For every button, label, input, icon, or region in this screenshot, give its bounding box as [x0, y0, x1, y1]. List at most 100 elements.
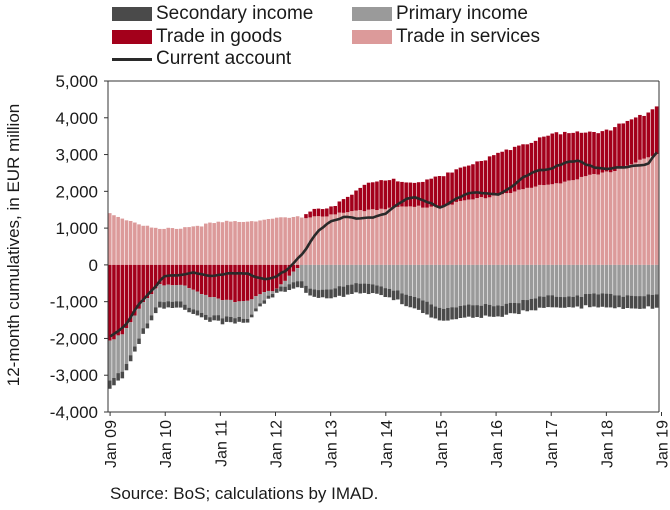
bar-secondary — [429, 304, 433, 318]
bar-secondary — [262, 300, 267, 304]
bar-primary — [425, 264, 429, 302]
bar-services — [166, 227, 171, 265]
bar-secondary — [279, 286, 283, 292]
bar-services — [421, 207, 425, 265]
bar-goods — [391, 178, 396, 207]
bar-services — [542, 185, 546, 265]
bar-goods — [416, 182, 421, 206]
x-tick-label: Jan 14 — [379, 420, 396, 468]
x-tick-label: Jan 11 — [213, 420, 230, 467]
bar-primary — [124, 328, 129, 364]
bar-secondary — [475, 305, 479, 318]
legend-item-current-account: Current account — [112, 48, 291, 70]
bar-services — [592, 174, 596, 265]
bar-goods — [496, 152, 500, 196]
bar-secondary — [633, 296, 638, 309]
bar-secondary — [254, 308, 258, 312]
bar-goods — [650, 109, 655, 156]
bar-secondary — [421, 300, 425, 314]
bar-primary — [204, 294, 208, 315]
bar-primary — [529, 264, 534, 299]
bar-secondary — [120, 371, 125, 379]
bar-goods — [504, 149, 509, 194]
bar-services — [617, 168, 621, 265]
bar-primary — [471, 264, 475, 306]
bar-goods — [124, 264, 129, 329]
bar-secondary — [283, 286, 287, 292]
bar-primary — [312, 264, 317, 290]
bar-primary — [304, 264, 308, 286]
bar-secondary — [512, 302, 517, 314]
bar-goods — [575, 131, 580, 180]
bar-primary — [208, 297, 212, 318]
bar-primary — [533, 264, 538, 299]
bar-secondary — [508, 302, 513, 314]
bar-goods — [375, 181, 379, 211]
bar-services — [437, 207, 442, 265]
bar-primary — [396, 264, 400, 291]
bar-services — [600, 172, 605, 265]
bar-primary — [149, 294, 154, 316]
y-tick-label: -2,000 — [50, 329, 98, 348]
bar-goods — [345, 196, 350, 213]
bar-services — [149, 227, 154, 265]
bar-goods — [583, 132, 588, 177]
bar-secondary — [496, 305, 500, 317]
bar-primary — [642, 264, 646, 297]
bar-services — [650, 155, 655, 265]
bar-secondary — [170, 301, 175, 308]
bar-primary — [416, 264, 421, 299]
bar-primary — [279, 284, 283, 287]
bar-primary — [108, 340, 112, 381]
bar-services — [158, 228, 162, 265]
bar-primary — [512, 264, 517, 303]
bar-services — [642, 158, 646, 265]
bar-services — [304, 218, 308, 265]
bar-goods — [475, 161, 479, 199]
bar-services — [362, 211, 367, 265]
bar-services — [550, 184, 555, 265]
bar-secondary — [604, 293, 609, 308]
bar-primary — [588, 264, 592, 294]
bar-primary — [116, 335, 120, 374]
bar-secondary — [492, 306, 496, 317]
bar-goods — [258, 264, 262, 295]
bar-goods — [199, 264, 204, 295]
bar-secondary — [124, 363, 129, 371]
bar-primary — [270, 291, 275, 295]
x-tick-label: Jan 15 — [434, 420, 451, 468]
bar-secondary — [613, 295, 617, 309]
bar-goods — [546, 135, 550, 185]
bar-services — [383, 209, 388, 265]
bar-services — [425, 207, 429, 265]
axes: 5,000 4,000 3,000 2,000 1,000 0 -1,000 -2,000 -3… — [50, 72, 670, 468]
bar-services — [412, 206, 417, 265]
bar-goods — [370, 182, 375, 210]
bar-primary — [199, 294, 204, 313]
bar-goods — [220, 264, 225, 301]
bar-services — [162, 228, 166, 265]
bar-secondary — [458, 305, 463, 318]
bar-secondary — [642, 296, 646, 309]
bar-secondary — [312, 289, 317, 297]
bar-services — [325, 216, 329, 265]
bar-secondary — [625, 295, 630, 308]
bar-primary — [537, 264, 542, 297]
bar-goods — [621, 123, 625, 168]
bar-secondary — [579, 296, 584, 309]
bar-primary — [525, 264, 529, 301]
bar-goods — [350, 194, 354, 212]
bar-primary — [287, 275, 292, 285]
bar-services — [604, 171, 609, 265]
bar-services — [396, 206, 400, 265]
bar-primary — [450, 264, 454, 308]
bar-goods — [204, 264, 208, 295]
bar-secondary — [149, 315, 154, 321]
bar-goods — [567, 133, 571, 181]
bar-goods — [558, 134, 563, 184]
bar-secondary — [383, 288, 388, 298]
bar-goods — [633, 117, 638, 163]
bar-secondary — [112, 377, 116, 386]
bar-goods — [116, 264, 120, 336]
